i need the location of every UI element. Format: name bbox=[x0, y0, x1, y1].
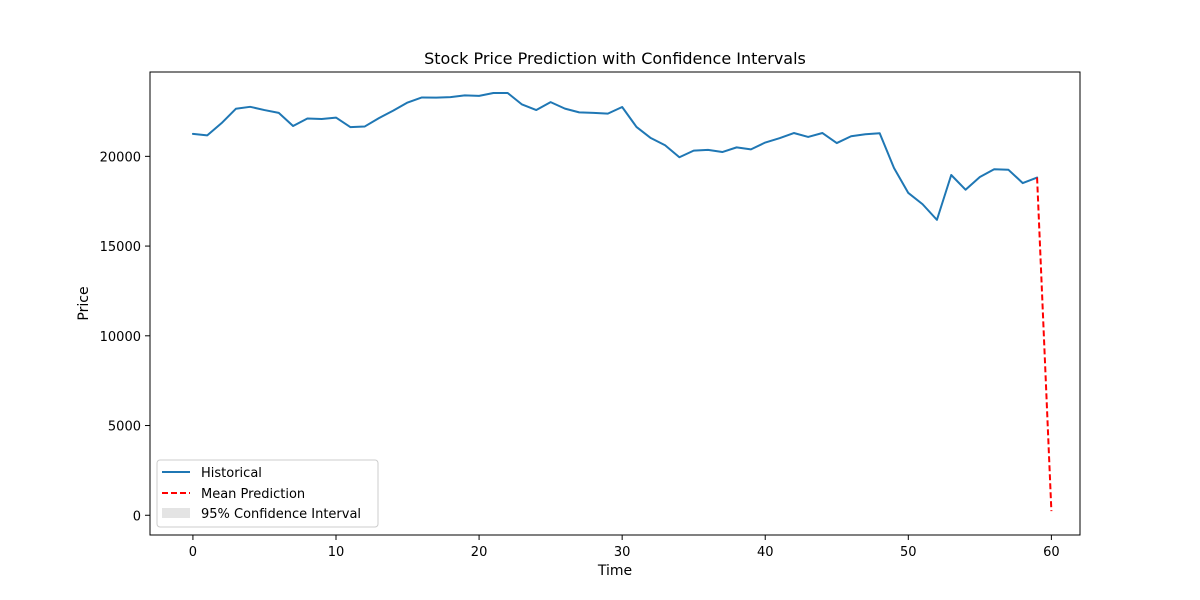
y-tick-label: 5000 bbox=[108, 420, 141, 435]
legend-prediction-label: Mean Prediction bbox=[201, 487, 305, 502]
x-axis-label: Time bbox=[597, 563, 632, 579]
y-tick-label: 20000 bbox=[100, 150, 141, 165]
y-tick-label: 10000 bbox=[100, 330, 141, 345]
x-tick-label: 30 bbox=[614, 545, 631, 560]
y-axis-label: Price bbox=[76, 286, 92, 320]
legend: Historical Mean Prediction 95% Confidenc… bbox=[156, 459, 379, 528]
legend-box bbox=[156, 459, 379, 528]
y-tick-label: 0 bbox=[133, 509, 141, 524]
x-tick-label: 50 bbox=[900, 545, 917, 560]
legend-confidence-label: 95% Confidence Interval bbox=[201, 507, 361, 522]
legend-confidence-swatch bbox=[162, 508, 190, 518]
legend-historical-label: Historical bbox=[201, 466, 262, 481]
plot-area bbox=[191, 91, 1053, 512]
x-tick-label: 60 bbox=[1043, 545, 1060, 560]
plot-frame bbox=[149, 71, 1081, 536]
x-tick-label: 0 bbox=[189, 545, 197, 560]
x-tick-label: 10 bbox=[328, 545, 345, 560]
axis-ticks: 0 10 20 30 40 50 60 0 5000 10000 15000 20000 bbox=[100, 150, 1060, 560]
historical-line bbox=[191, 91, 1039, 221]
chart-title: Stock Price Prediction with Confidence I… bbox=[424, 49, 806, 68]
mean-prediction-line bbox=[1036, 177, 1053, 512]
y-tick-label: 15000 bbox=[100, 240, 141, 255]
x-tick-label: 20 bbox=[471, 545, 488, 560]
x-tick-label: 40 bbox=[757, 545, 774, 560]
